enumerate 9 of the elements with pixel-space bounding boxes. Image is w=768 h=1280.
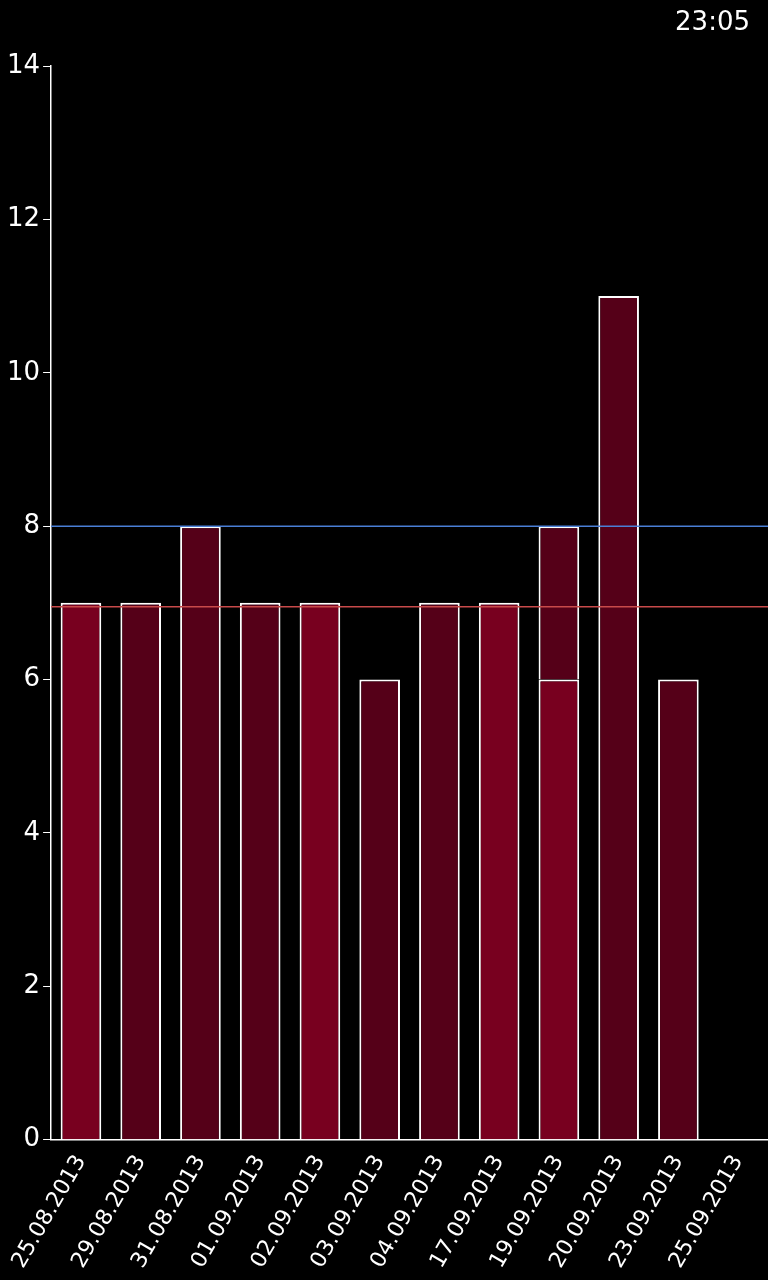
y-tick-label: 0	[23, 1122, 41, 1153]
text: 23:05	[675, 5, 750, 36]
y-tick-label: 4	[23, 815, 41, 846]
y-tick-label: 6	[23, 662, 41, 693]
y-tick-label: 8	[23, 508, 41, 539]
y-tick-label: 2	[23, 969, 41, 1000]
y-tick-label: 14	[6, 48, 41, 79]
y-tick-label: 12	[6, 202, 41, 233]
y-tick-label: 10	[6, 355, 41, 386]
